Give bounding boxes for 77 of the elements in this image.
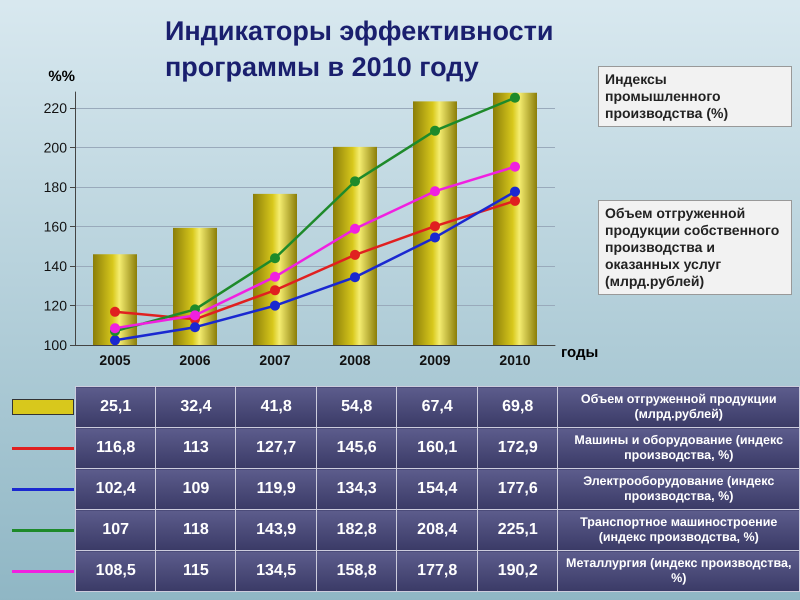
point (350, 272, 360, 282)
point (510, 186, 520, 197)
point (510, 196, 520, 206)
x-tick-label: 2007 (259, 352, 291, 368)
point (190, 310, 200, 320)
text: Электрооборудование (индекс производства, %) (558, 468, 800, 510)
x-tick-label: 2010 (499, 352, 531, 368)
point (110, 323, 120, 334)
x-tick-label: 2009 (419, 352, 451, 368)
data-label: 116,8 (75, 428, 156, 468)
x-tick-label: 2005 (99, 352, 131, 368)
data-label: 134,5 (236, 550, 316, 592)
data-label: 119,9 (236, 468, 316, 510)
point (430, 232, 440, 242)
data-label: 182,8 (316, 510, 397, 550)
data-label: 208,4 (396, 510, 478, 550)
data-label: 143,9 (236, 510, 316, 550)
point (190, 322, 200, 332)
point (110, 306, 120, 317)
data-label: 41,8 (236, 386, 316, 428)
point (270, 300, 280, 311)
y-axis-title: %% (48, 68, 75, 85)
y-tick-label: 220 (44, 100, 68, 116)
data-label: 54,8 (316, 386, 397, 428)
data-label: 25,1 (75, 386, 156, 428)
point (430, 186, 440, 196)
y-tick-label: 100 (44, 337, 68, 353)
data-label: 134,3 (316, 468, 397, 510)
data-label: 127,7 (236, 428, 316, 468)
bar (413, 101, 457, 345)
x-tick-label: 2006 (179, 352, 211, 368)
data-label: 113 (156, 428, 236, 468)
point (110, 335, 120, 346)
data-label: 145,6 (316, 428, 397, 468)
y-tick-label: 140 (44, 258, 68, 274)
data-label: 177,6 (477, 468, 558, 510)
data-label: 109 (156, 468, 236, 510)
data-label: 172,9 (477, 428, 558, 468)
text: Металлургия (индекс производства, %) (558, 550, 800, 592)
bar (333, 146, 377, 345)
text: Объем отгруженной продукции собственного производства и оказанных услуг (млрд.рублей) (598, 200, 792, 295)
y-tick-label: 160 (44, 218, 68, 234)
data-label: 69,8 (477, 386, 558, 428)
x-axis-title: годы (561, 344, 598, 361)
data-label: 160,1 (396, 428, 478, 468)
point (270, 272, 280, 282)
data-label: 225,1 (477, 510, 558, 550)
bar (493, 92, 537, 345)
point (350, 250, 360, 260)
point (430, 221, 440, 232)
point (350, 224, 360, 234)
data-label: 158,8 (316, 550, 397, 592)
data-label: 107 (75, 510, 156, 550)
point (430, 126, 440, 136)
point (350, 176, 360, 186)
y-tick-label: 120 (44, 297, 68, 314)
y-tick-label: 180 (44, 178, 68, 195)
y-tick-label: 200 (44, 139, 68, 156)
data-label: 102,4 (75, 468, 156, 510)
point (270, 285, 280, 296)
data-label: 190,2 (477, 550, 558, 592)
data-label: 115 (156, 550, 236, 592)
text: Индексы промышленного производства (%) (598, 66, 792, 127)
text: Транспортное машиностроение (индекс производства, %) (558, 510, 800, 550)
point (510, 92, 520, 103)
data-label: 118 (156, 510, 236, 550)
data-label: 32,4 (156, 386, 236, 428)
point (510, 162, 520, 172)
data-label: 177,8 (396, 550, 478, 592)
data-label: 108,5 (75, 550, 156, 592)
data-label: 67,4 (396, 386, 478, 428)
text: Машины и оборудование (индекс производства, %) (558, 428, 800, 468)
point (270, 253, 280, 264)
data-label: 154,4 (396, 468, 478, 510)
text: Объем отгруженной продукции (млрд.рублей) (558, 386, 800, 428)
chart-title: Индикаторы эффективности программы в 2010 году (165, 16, 554, 82)
x-tick-label: 2008 (339, 352, 371, 368)
